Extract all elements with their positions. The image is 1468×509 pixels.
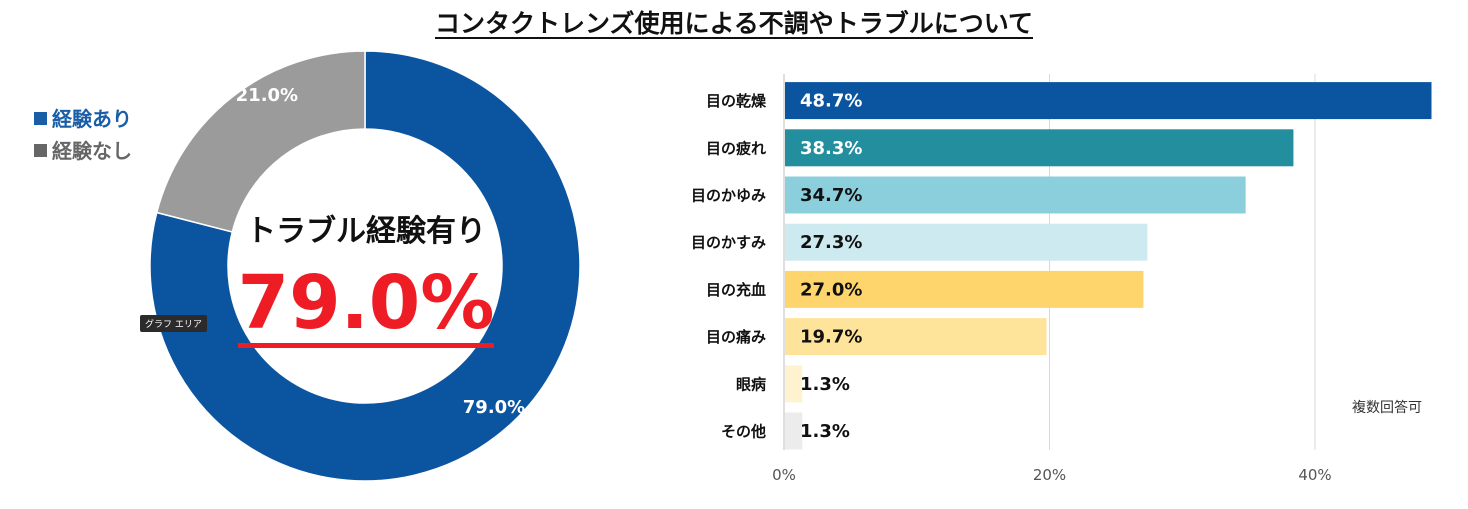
x-tick-label: 0% (772, 466, 796, 484)
bar (785, 223, 1148, 261)
bar-value-label: 38.3% (800, 138, 862, 159)
category-label: その他 (721, 423, 766, 441)
donut-center-value: 79.0% (237, 260, 495, 348)
legend-label: 経験あり (52, 107, 132, 131)
bar (785, 270, 1144, 308)
category-label: 目の乾燥 (706, 92, 767, 110)
legend-label: 経験なし (52, 139, 132, 163)
bar (785, 176, 1246, 214)
bar-value-label: 1.3% (800, 421, 850, 442)
legend-square-icon (34, 112, 47, 125)
multiple-answer-note: 複数回答可 (1352, 400, 1422, 416)
bar (785, 412, 803, 450)
bar (785, 365, 803, 403)
category-label: 目の疲れ (706, 139, 766, 157)
donut-slice-label: 79.0% (463, 397, 525, 418)
bar-value-label: 48.7% (800, 91, 862, 112)
legend-square-icon (34, 144, 47, 157)
donut-chart: 79.0% 21.0% (149, 50, 581, 482)
bar (785, 318, 1047, 356)
category-label: 目の充血 (706, 281, 766, 299)
bar-value-label: 27.3% (800, 232, 862, 253)
chart-area-tooltip: グラフ エリア (140, 315, 207, 332)
bar-value-label: 27.0% (800, 279, 862, 300)
donut-slice-label: 21.0% (236, 85, 298, 106)
bar (785, 129, 1294, 167)
x-tick-label: 20% (1033, 466, 1066, 484)
page-title: コンタクトレンズ使用による不調やトラブルについて (434, 9, 1033, 38)
bar-value-label: 34.7% (800, 185, 862, 206)
bar-value-label: 1.3% (800, 374, 850, 395)
bar (785, 82, 1432, 120)
x-tick-label: 40% (1298, 466, 1331, 484)
category-label: 目のかすみ (691, 234, 766, 252)
donut-slice (155, 50, 366, 233)
bar-value-label: 19.7% (800, 327, 862, 348)
category-label: 目の痛み (706, 328, 766, 346)
donut-slice (149, 50, 581, 482)
donut-center-title: トラブル経験有り (246, 214, 486, 249)
legend-item-experienced: 経験あり (34, 103, 132, 132)
category-label: 目のかゆみ (691, 187, 766, 205)
category-label: 眼病 (736, 375, 766, 393)
legend-item-not-experienced: 経験なし (34, 135, 132, 164)
